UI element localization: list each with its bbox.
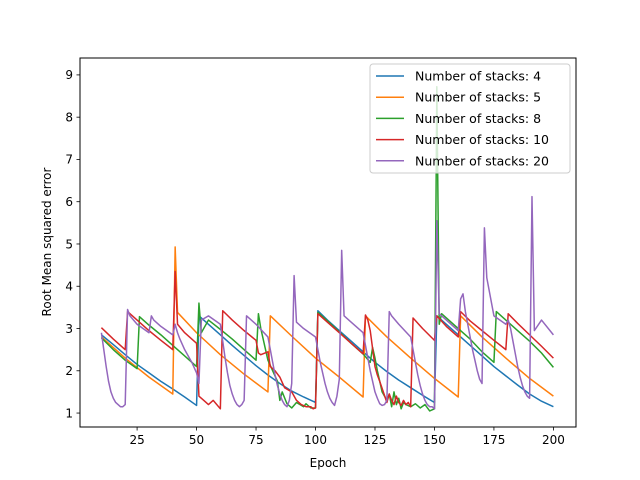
legend-label-3: Number of stacks: 8 [415,111,541,126]
y-axis-label: Root Mean squared error [40,167,54,316]
series-line-5 [100,195,554,410]
legend-box [369,63,571,174]
x-tick-label: 100 [304,433,327,447]
y-tick-label: 7 [65,153,73,167]
y-tick-label: 4 [65,280,73,294]
plot-frame [79,57,577,428]
legend-label-5: Number of stacks: 20 [415,153,549,168]
x-tick-label: 25 [129,433,144,447]
x-tick-label: 75 [248,433,263,447]
x-tick-label: 150 [423,433,446,447]
x-tick-label: 125 [364,433,387,447]
x-axis-label: Epoch [310,456,347,470]
y-tick-label: 1 [65,406,73,420]
x-tick-label: 50 [189,433,204,447]
legend: Number of stacks: 4 Number of stacks: 5 Nu… [369,63,571,174]
legend-label-4: Number of stacks: 10 [415,132,549,147]
legend-label-1: Number of stacks: 4 [415,69,541,84]
series-layer [100,85,554,412]
y-axis: 1 2 3 4 5 6 7 8 9 [65,68,80,420]
y-tick-label: 8 [65,110,73,124]
legend-label-2: Number of stacks: 5 [415,90,541,105]
y-tick-label: 3 [65,322,73,336]
x-tick-label: 175 [482,433,505,447]
y-tick-label: 5 [65,237,73,251]
x-tick-label: 200 [542,433,565,447]
series-line-4 [100,270,554,410]
y-tick-label: 6 [65,195,73,209]
x-axis: 25 50 75 100 125 150 175 200 [129,427,565,447]
y-tick-label: 2 [65,364,73,378]
y-tick-label: 9 [65,68,73,82]
